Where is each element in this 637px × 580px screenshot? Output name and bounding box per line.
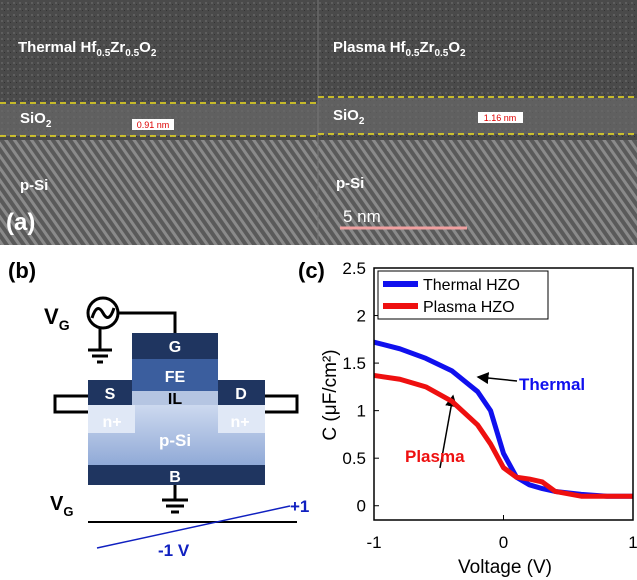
y-tick-label: 0.5 bbox=[342, 449, 366, 468]
x-tick-label: 1 bbox=[628, 533, 637, 552]
data-line bbox=[374, 375, 633, 496]
legend-label: Thermal HZO bbox=[423, 277, 520, 294]
page: Thermal Hf0.5Zr0.5O2 Plasma Hf0.5Zr0.5O2… bbox=[0, 0, 637, 580]
source-label: VG bbox=[44, 304, 70, 333]
x-tick-label: -1 bbox=[366, 533, 381, 552]
data-line bbox=[374, 342, 633, 496]
sweep-low: -1 V bbox=[158, 541, 190, 560]
il-label: IL bbox=[168, 391, 182, 408]
y-tick-label: 1.5 bbox=[342, 354, 366, 373]
annotation-arrow bbox=[478, 377, 517, 381]
scale-bar-label: 5 nm bbox=[343, 207, 381, 226]
gate-label: G bbox=[169, 339, 181, 356]
annotation: Thermal bbox=[519, 375, 585, 394]
substrate-label: p-Si bbox=[159, 431, 191, 450]
legend-label: Plasma HZO bbox=[423, 299, 515, 316]
sweep-high: +1 bbox=[290, 497, 309, 516]
figure: Thermal Hf0.5Zr0.5O2 Plasma Hf0.5Zr0.5O2… bbox=[0, 0, 637, 580]
panel-label: (a) bbox=[6, 209, 35, 236]
annotation: Plasma bbox=[405, 447, 465, 466]
y-tick-label: 2 bbox=[357, 307, 366, 326]
y-tick-label: 1 bbox=[357, 402, 366, 421]
thickness-label: 0.91 nm bbox=[137, 120, 170, 130]
body-label: B bbox=[169, 469, 181, 486]
drain-contact-label: D bbox=[235, 386, 247, 403]
tem-image: Thermal Hf0.5Zr0.5O2 Plasma Hf0.5Zr0.5O2… bbox=[0, 0, 637, 245]
sweep-label: VG bbox=[50, 493, 73, 519]
cv-chart: (c) Voltage (V) C (μF/cm²) Thermal Plasm… bbox=[298, 258, 637, 578]
substrate-label: p-Si bbox=[20, 177, 48, 194]
panel-label: (b) bbox=[8, 258, 36, 283]
x-tick-label: 0 bbox=[499, 533, 508, 552]
doping-label: n+ bbox=[230, 414, 249, 431]
substrate-label: p-Si bbox=[336, 175, 364, 192]
source-contact-label: S bbox=[105, 386, 116, 403]
y-tick-label: 2.5 bbox=[342, 259, 366, 278]
thickness-label: 1.16 nm bbox=[484, 113, 517, 123]
x-axis-label: Voltage (V) bbox=[458, 557, 552, 578]
y-axis-label: C (μF/cm²) bbox=[320, 349, 341, 440]
device-schematic: (b) VG G FE IL S D n+ n+ p-Si B VG +1 -1… bbox=[8, 258, 309, 560]
sio2-layer bbox=[318, 98, 637, 134]
sweep-line bbox=[97, 506, 290, 548]
doping-label: n+ bbox=[102, 414, 121, 431]
panel-label: (c) bbox=[298, 258, 325, 283]
fe-label: FE bbox=[165, 369, 186, 386]
y-tick-label: 0 bbox=[357, 497, 366, 516]
